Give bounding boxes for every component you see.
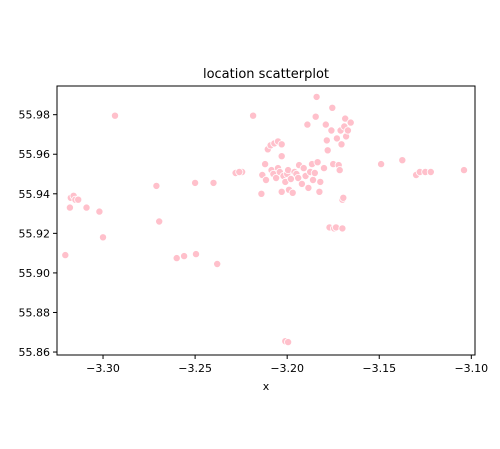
data-point [459, 166, 468, 175]
data-point [261, 160, 270, 169]
data-point [312, 92, 321, 101]
data-point [61, 251, 70, 260]
x-tick-label: −3.15 [362, 362, 396, 375]
y-axis: 55.86 55.88 55.90 55.92 55.94 55.96 55.98 [19, 109, 57, 359]
data-point [284, 338, 293, 347]
y-tick-label: 55.86 [19, 346, 51, 359]
data-point [257, 189, 266, 198]
data-point [235, 167, 244, 176]
data-point [209, 178, 218, 187]
data-point [341, 114, 350, 123]
data-point [180, 252, 189, 261]
data-point [328, 103, 337, 112]
x-axis: −3.30 −3.25 −3.20 −3.15 −3.10 [86, 355, 488, 375]
data-point [191, 178, 200, 187]
x-tick-label: −3.30 [86, 362, 120, 375]
data-point [294, 173, 303, 182]
plot-area-frame [56, 85, 476, 356]
data-point [319, 164, 328, 173]
chart-title: location scatterplot [203, 67, 329, 82]
data-point [65, 203, 74, 212]
data-point [191, 250, 200, 259]
data-point [331, 223, 340, 232]
data-point [303, 120, 312, 129]
x-axis-label: x [263, 380, 270, 393]
data-point [327, 126, 336, 135]
data-point [249, 111, 258, 120]
data-point [213, 259, 222, 268]
points-layer [61, 92, 468, 347]
data-point [155, 217, 164, 226]
data-point [288, 188, 297, 197]
data-point [346, 118, 355, 127]
x-tick-label: −3.10 [454, 362, 488, 375]
data-point [111, 111, 120, 120]
data-point [74, 195, 83, 204]
data-point [337, 140, 346, 149]
data-point [299, 164, 308, 173]
data-point [277, 152, 286, 161]
data-point [304, 183, 313, 192]
data-point [315, 187, 324, 196]
y-tick-label: 55.92 [19, 227, 51, 240]
data-point [99, 233, 108, 242]
data-point [343, 126, 352, 135]
data-point [332, 134, 341, 143]
data-point [95, 207, 104, 216]
data-point [323, 146, 332, 155]
data-point [335, 166, 344, 175]
data-point [310, 168, 319, 177]
y-tick-label: 55.90 [19, 267, 51, 280]
data-point [82, 203, 91, 212]
data-point [277, 187, 286, 196]
y-tick-label: 55.88 [19, 306, 51, 319]
y-tick-label: 55.96 [19, 148, 51, 161]
data-point [261, 175, 270, 184]
data-point [272, 173, 281, 182]
data-point [297, 179, 306, 188]
y-tick-label: 55.98 [19, 109, 51, 122]
data-point [398, 156, 407, 165]
data-point [321, 120, 330, 129]
data-point [308, 175, 317, 184]
x-tick-label: −3.25 [178, 362, 212, 375]
data-point [277, 140, 286, 149]
data-point [313, 158, 322, 167]
data-point [339, 193, 348, 202]
data-point [338, 224, 347, 233]
data-point [316, 177, 325, 186]
data-point [322, 136, 331, 145]
data-point [172, 254, 181, 263]
y-tick-label: 55.94 [19, 188, 51, 201]
data-point [152, 181, 161, 190]
x-tick-label: −3.20 [270, 362, 304, 375]
data-point [426, 167, 435, 176]
data-point [377, 160, 386, 169]
data-point [311, 112, 320, 121]
